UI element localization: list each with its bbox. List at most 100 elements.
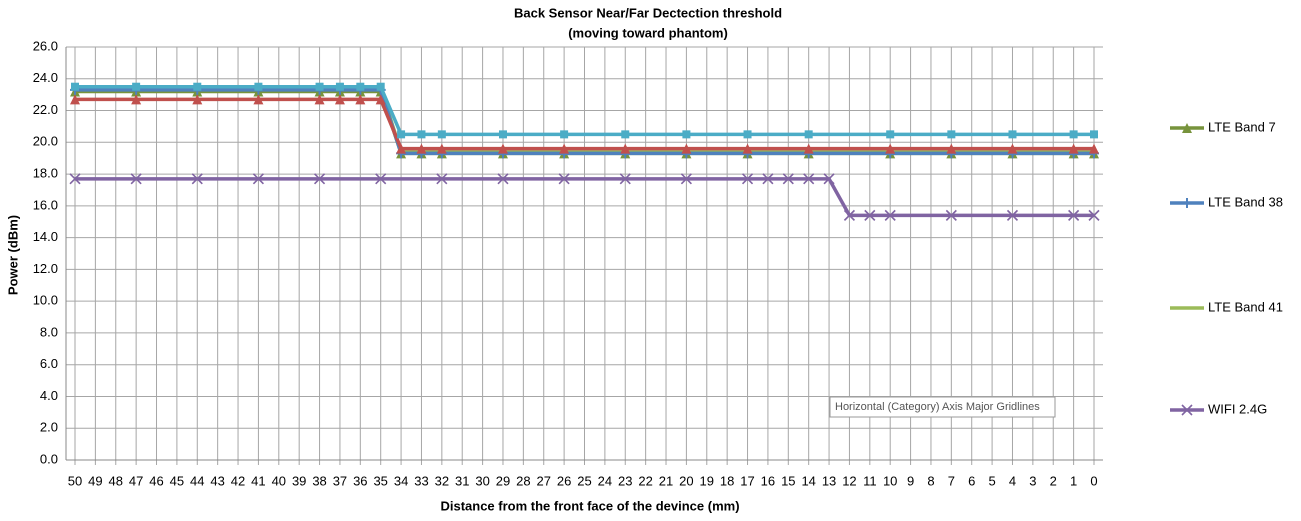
marker xyxy=(335,82,344,91)
x-tick-label: 21 xyxy=(659,473,673,488)
marker xyxy=(417,130,426,139)
marker xyxy=(396,143,407,154)
x-tick-label: 1 xyxy=(1070,473,1077,488)
y-tick-label: 16.0 xyxy=(33,197,58,212)
marker xyxy=(621,130,630,139)
marker xyxy=(864,209,876,221)
y-tick-label: 26.0 xyxy=(33,38,58,53)
y-tick-label: 14.0 xyxy=(33,229,58,244)
marker xyxy=(192,94,203,105)
x-tick-label: 31 xyxy=(455,473,469,488)
chart-title: Back Sensor Near/Far Dectection threshol… xyxy=(514,5,782,20)
y-tick-label: 18.0 xyxy=(33,166,58,181)
x-tick-label: 44 xyxy=(190,473,204,488)
marker xyxy=(132,82,141,91)
x-tick-label: 47 xyxy=(129,473,143,488)
marker xyxy=(131,94,142,105)
marker xyxy=(1182,198,1192,208)
x-tick-label: 3 xyxy=(1029,473,1036,488)
x-tick-label: 40 xyxy=(272,473,286,488)
marker xyxy=(1007,143,1018,154)
plot xyxy=(69,82,1100,221)
x-tick-label: 27 xyxy=(537,473,551,488)
marker xyxy=(1090,130,1098,139)
marker xyxy=(1181,404,1193,416)
tooltip: Horizontal (Category) Axis Major Gridlin… xyxy=(835,401,1040,413)
y-tick-label: 10.0 xyxy=(33,293,58,308)
marker xyxy=(71,82,79,91)
x-tick-label: 0 xyxy=(1090,473,1097,488)
series-line xyxy=(75,88,1094,156)
marker xyxy=(742,143,753,154)
x-tick-label: 5 xyxy=(988,473,995,488)
marker xyxy=(376,82,385,91)
grid: 0.0 2.0 4.0 6.0 8.0 10.0 12.0 14.0 16.0 18.0 20.0 2… xyxy=(33,38,1103,488)
marker xyxy=(252,173,264,185)
marker xyxy=(1089,143,1099,154)
marker xyxy=(69,173,81,185)
marker xyxy=(884,209,896,221)
y-tick-label: 22.0 xyxy=(33,102,58,117)
y-tick-label: 12.0 xyxy=(33,261,58,276)
marker xyxy=(313,173,326,185)
marker xyxy=(1182,123,1192,133)
marker xyxy=(355,94,366,105)
x-tick-label: 41 xyxy=(251,473,265,488)
y-axis-label: Power (dBm) xyxy=(5,215,20,295)
marker xyxy=(1068,143,1079,154)
legend-label: LTE Band 38 xyxy=(1208,194,1283,209)
marker xyxy=(741,173,754,185)
marker xyxy=(681,143,692,154)
marker xyxy=(1069,130,1078,139)
y-tick-label: 8.0 xyxy=(40,324,58,339)
legend-label: LTE Band 41 xyxy=(1208,299,1283,314)
x-tick-label: 6 xyxy=(968,473,975,488)
marker xyxy=(436,143,447,154)
x-tick-label: 48 xyxy=(109,473,123,488)
x-tick-label: 28 xyxy=(516,473,530,488)
x-tick-label: 11 xyxy=(863,473,877,488)
x-tick-label: 37 xyxy=(333,473,347,488)
marker xyxy=(947,130,956,139)
marker xyxy=(886,130,895,139)
marker xyxy=(497,143,508,154)
marker xyxy=(1006,209,1019,221)
marker xyxy=(945,209,957,221)
x-tick-label: 10 xyxy=(883,473,897,488)
x-tick-label: 12 xyxy=(842,473,856,488)
x-tick-label: 7 xyxy=(948,473,955,488)
marker xyxy=(437,130,446,139)
x-tick-label: 13 xyxy=(822,473,836,488)
x-tick-label: 2 xyxy=(1050,473,1057,488)
y-tick-label: 4.0 xyxy=(40,388,58,403)
x-axis-label: Distance from the front face of the devi… xyxy=(440,498,739,513)
marker xyxy=(743,130,752,139)
x-tick-label: 4 xyxy=(1009,473,1016,488)
marker xyxy=(416,143,427,154)
x-tick-label: 30 xyxy=(475,473,489,488)
marker xyxy=(803,173,815,185)
marker xyxy=(375,173,387,185)
x-tick-label: 25 xyxy=(577,473,591,488)
marker xyxy=(620,143,631,154)
marker xyxy=(253,94,264,105)
marker xyxy=(682,130,691,139)
x-tick-label: 46 xyxy=(149,473,163,488)
x-tick-label: 32 xyxy=(435,473,449,488)
marker xyxy=(497,173,509,185)
x-tick-label: 45 xyxy=(170,473,184,488)
marker xyxy=(885,143,896,154)
x-tick-label: 33 xyxy=(414,473,428,488)
x-tick-label: 50 xyxy=(68,473,82,488)
marker xyxy=(1088,209,1100,221)
x-tick-label: 8 xyxy=(927,473,934,488)
x-tick-label: 14 xyxy=(801,473,815,488)
marker xyxy=(375,94,386,105)
marker xyxy=(436,173,448,185)
x-tick-label: 49 xyxy=(88,473,102,488)
x-tick-label: 20 xyxy=(679,473,693,488)
x-tick-label: 26 xyxy=(557,473,571,488)
marker xyxy=(680,173,692,185)
marker xyxy=(191,173,203,185)
marker xyxy=(559,143,570,154)
